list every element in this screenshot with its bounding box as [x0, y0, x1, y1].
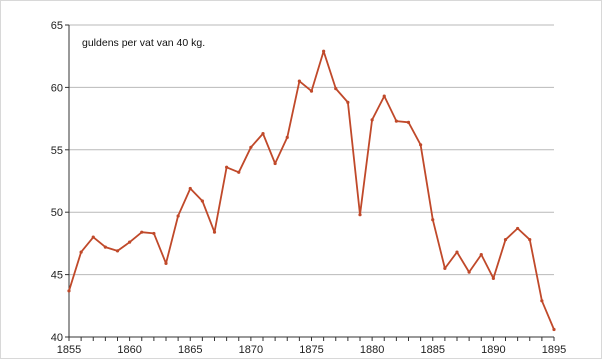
data-point-1857	[91, 235, 95, 239]
gridlines	[69, 24, 554, 276]
x-tick-label-1875: 1875	[299, 344, 323, 356]
x-tick-label-1865: 1865	[178, 344, 202, 356]
data-point-1866	[200, 199, 204, 203]
data-point-1864	[176, 214, 180, 218]
data-point-1888	[467, 270, 471, 274]
tick-labels: 40 45 50 55 60 65 1855 1860 1865 1870 1875 1880 1885…	[51, 20, 566, 356]
data-point-1894	[540, 299, 544, 303]
data-point-1882	[394, 119, 398, 123]
data-point-1872	[273, 161, 277, 166]
data-point-1858	[103, 245, 107, 249]
y-tick-label-40: 40	[51, 332, 63, 344]
data-point-1878	[346, 100, 350, 104]
chart-annotation: guldens per vat van 40 kg.	[82, 37, 205, 49]
data-point-1892	[516, 226, 520, 231]
data-point-1893	[528, 238, 532, 242]
data-point-1868	[225, 165, 229, 169]
data-point-1873	[285, 135, 289, 139]
y-tick-label-45: 45	[51, 270, 63, 282]
x-tick-label-1870: 1870	[239, 344, 263, 356]
data-point-1877	[334, 87, 338, 91]
x-tick-label-1880: 1880	[360, 344, 384, 356]
x-tick-label-1860: 1860	[117, 344, 141, 356]
data-point-1885	[431, 218, 435, 222]
x-tick-label-1895: 1895	[542, 344, 566, 356]
data-point-1860	[128, 240, 132, 244]
data-point-1889	[479, 253, 483, 257]
y-tick-label-50: 50	[51, 207, 63, 219]
data-point-1863	[164, 261, 168, 265]
data-point-1886	[443, 266, 447, 270]
x-tick-label-1890: 1890	[481, 344, 505, 356]
data-point-1884	[419, 143, 423, 147]
data-point-1890	[491, 276, 495, 280]
x-tick-label-1885: 1885	[421, 344, 445, 356]
data-point-1862	[152, 231, 156, 236]
y-tick-label-60: 60	[51, 82, 63, 94]
series-line-0	[68, 50, 555, 330]
data-point-1856	[79, 250, 83, 254]
x-tick-label-1855: 1855	[57, 344, 81, 356]
data-point-1876	[322, 49, 326, 53]
data-points	[67, 49, 556, 332]
data-point-1880	[370, 118, 374, 122]
data-point-1883	[406, 120, 411, 124]
axes	[65, 24, 555, 341]
data-point-1879	[358, 213, 362, 217]
data-point-1859	[115, 249, 120, 253]
data-point-1887	[455, 250, 459, 254]
data-point-1861	[140, 230, 144, 234]
y-tick-label-55: 55	[51, 145, 63, 157]
data-point-1855	[67, 289, 71, 293]
data-point-1874	[297, 79, 301, 83]
data-point-1867	[212, 230, 217, 234]
data-point-1891	[503, 238, 508, 242]
data-point-1865	[188, 186, 192, 191]
data-point-1869	[237, 170, 241, 174]
data-point-1875	[309, 89, 314, 93]
series-line	[68, 50, 555, 330]
data-point-1870	[249, 145, 253, 149]
data-point-1895	[552, 327, 556, 332]
y-tick-label-65: 65	[51, 20, 63, 32]
data-point-1881	[382, 94, 386, 98]
data-point-1871	[261, 131, 265, 136]
